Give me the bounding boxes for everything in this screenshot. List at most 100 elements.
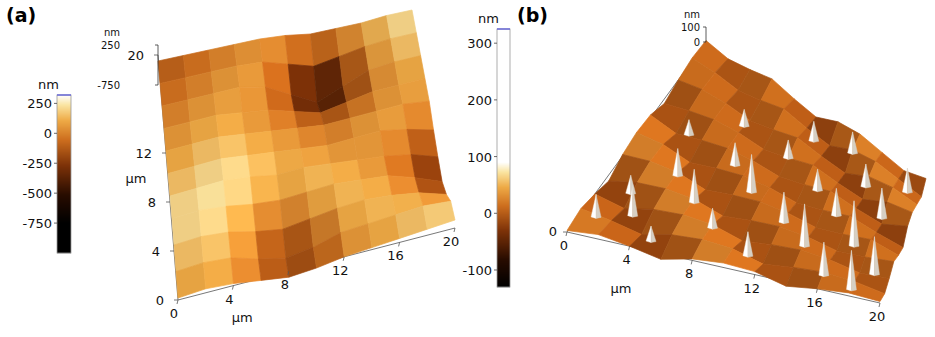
colorbar-fill (57, 216, 71, 217)
colorbar-fill (57, 128, 71, 129)
colorbar-fill (497, 208, 510, 209)
colorbar-fill (57, 242, 71, 243)
colorbar-fill (57, 218, 71, 219)
colorbar-fill (57, 213, 71, 214)
colorbar-fill (497, 138, 510, 139)
colorbar-fill (57, 176, 71, 177)
colorbar-fill (497, 47, 510, 48)
surface-cell (214, 87, 243, 115)
colorbar-fill (57, 231, 71, 232)
colorbar-fill (497, 219, 510, 220)
surface-cell (226, 204, 256, 232)
colorbar-fill (497, 94, 510, 95)
colorbar-fill (497, 237, 510, 238)
colorbar-fill (57, 181, 71, 182)
colorbar-fill (57, 157, 71, 158)
colorbar-fill (57, 143, 71, 144)
x-tick-label: 16 (387, 248, 404, 263)
x-axis-title: μm (232, 310, 253, 325)
peak-lit (743, 232, 748, 257)
colorbar-fill (497, 65, 510, 66)
peak-lit (708, 208, 713, 229)
colorbar-fill (497, 244, 510, 245)
colorbar-fill (57, 220, 71, 221)
z-axis-title: nm (684, 9, 700, 20)
colorbar-fill (57, 238, 71, 239)
colorbar-fill (57, 197, 71, 198)
colorbar-fill (497, 280, 510, 281)
colorbar-fill (497, 191, 510, 192)
x-tick (177, 300, 178, 304)
colorbar-fill (497, 187, 510, 188)
colorbar-fill (497, 35, 510, 36)
surface-cell (399, 78, 429, 104)
colorbar-fill (497, 185, 510, 186)
colorbar-fill (497, 268, 510, 269)
colorbar-fill (57, 184, 71, 185)
colorbar-fill (57, 234, 71, 235)
colorbar-fill (57, 136, 71, 137)
colorbar-fill (57, 102, 71, 103)
peak-shade (853, 132, 858, 155)
colorbar-tick (494, 99, 497, 100)
colorbar-fill (497, 119, 510, 120)
colorbar-fill (497, 146, 510, 147)
z-tick (703, 27, 706, 28)
x-tick (566, 232, 567, 236)
axes (158, 55, 455, 300)
colorbar-fill (497, 33, 510, 34)
surface-cell (265, 87, 294, 111)
x-tick (629, 246, 630, 250)
colorbar-fill (497, 32, 510, 33)
peak-shade (907, 168, 912, 194)
surface-cell (415, 178, 446, 195)
colorbar-tick (494, 269, 497, 270)
colorbar-fill (497, 127, 510, 128)
x-tick-label: 8 (281, 277, 289, 292)
surface-cell (377, 104, 407, 131)
x-tick (754, 275, 755, 279)
colorbar-tick-label: -750 (22, 216, 52, 231)
colorbar-fill (57, 183, 71, 184)
colorbar-title: nm (478, 11, 499, 26)
colorbar-fill (497, 104, 510, 105)
colorbar-fill (57, 120, 71, 121)
colorbar-fill (57, 130, 71, 131)
colorbar-fill (497, 252, 510, 253)
colorbar-fill (497, 97, 510, 98)
colorbar-tick-label: 100 (467, 150, 492, 165)
colorbar-fill (497, 77, 510, 78)
colorbar-fill (497, 192, 510, 193)
colorbar-fill (497, 183, 510, 184)
colorbar-fill (57, 199, 71, 200)
colorbar-fill (57, 111, 71, 112)
colorbar-fill (497, 243, 510, 244)
colorbar-tick (54, 193, 57, 194)
peak-lit (819, 242, 824, 277)
colorbar-fill (57, 224, 71, 225)
colorbar-fill (497, 137, 510, 138)
colorbar-fill (497, 96, 510, 97)
colorbar-fill (57, 229, 71, 230)
colorbar-fill (57, 245, 71, 246)
x-axis-title: μm (610, 281, 631, 296)
surface-cell (253, 200, 283, 231)
colorbar-fill (57, 104, 71, 105)
colorbar-fill (497, 253, 510, 254)
colorbar-tick-label: -500 (22, 186, 52, 201)
colorbar-fill (497, 257, 510, 258)
colorbar-fill (57, 221, 71, 222)
colorbar-fill (497, 34, 510, 35)
peak-shade (748, 232, 753, 257)
colorbar-fill (57, 151, 71, 152)
colorbar-fill (497, 122, 510, 123)
colorbar-fill (57, 107, 71, 108)
colorbar-fill (497, 218, 510, 219)
colorbar-fill (497, 66, 510, 67)
colorbar-fill (57, 171, 71, 172)
colorbar-fill (497, 50, 510, 51)
colorbar-fill (497, 178, 510, 179)
peak-lit (831, 188, 836, 217)
x-tick-label: 20 (443, 234, 460, 249)
peak-shade (788, 140, 793, 160)
